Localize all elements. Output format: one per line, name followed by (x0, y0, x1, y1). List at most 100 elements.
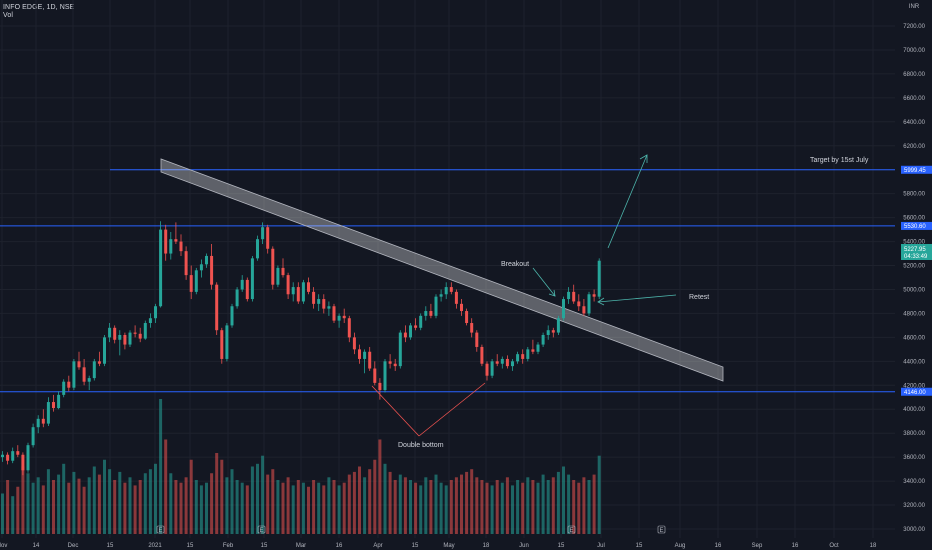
horizontal-levels[interactable] (0, 169, 895, 393)
volume-bar (87, 477, 91, 534)
double-bottom-line-left[interactable] (371, 385, 420, 437)
earnings-marker-3[interactable] (567, 525, 576, 534)
candle-body (164, 229, 168, 254)
time-tick-label: 16 (792, 543, 799, 549)
volume-bar (41, 485, 45, 534)
candle-body (169, 239, 173, 254)
volume-bar (465, 471, 469, 534)
double-bottom-annotation: Double bottom (398, 442, 444, 449)
volume-bar (556, 471, 560, 534)
volume-bar (143, 473, 147, 534)
price-tick-label: 6400.00 (903, 120, 925, 126)
price-tick-label: 5600.00 (903, 216, 925, 222)
candle-body (194, 270, 198, 292)
candle-body (378, 382, 382, 391)
time-tick-label: Mar (296, 543, 306, 549)
price-tick-label: 4000.00 (903, 407, 925, 413)
channel-band[interactable] (160, 158, 724, 382)
symbol-header: INFO EDGE, 1D, NSE (3, 4, 75, 11)
candle-body (103, 337, 106, 364)
volume-bar (215, 453, 219, 534)
event-markers[interactable]: E E E E (156, 525, 666, 534)
volume-bar (322, 485, 326, 534)
volume-bar (388, 471, 392, 534)
level-tag-value: 5999.45 (904, 168, 926, 174)
level-tag-value: 5530.60 (904, 224, 926, 230)
descending-channel[interactable] (160, 158, 724, 382)
candle-body (444, 287, 448, 295)
candle-body (312, 291, 316, 304)
volume-bar (424, 477, 428, 534)
candle-body (46, 402, 50, 424)
volume-bar (307, 486, 310, 534)
candle-body (159, 229, 163, 307)
target-annotation: Target by 15st July (810, 157, 869, 164)
time-tick-label: Jul (597, 543, 605, 549)
breakout-arrow-line[interactable] (532, 267, 556, 297)
volume-bar (199, 485, 203, 534)
candle-body (536, 344, 540, 352)
volume-bar (572, 480, 576, 534)
time-tick-label: Dec (68, 543, 79, 549)
time-tick-label: Jun (519, 543, 529, 549)
candle-body (567, 291, 571, 300)
candle-body (551, 330, 555, 333)
candle-body (505, 358, 509, 367)
volume-bar (449, 480, 453, 534)
volume-bar (429, 480, 433, 534)
candle-body (271, 248, 275, 285)
candle-body (11, 451, 15, 461)
volume-bar (505, 477, 509, 534)
volume-bar (169, 473, 173, 534)
candle-body (460, 303, 463, 312)
volume-bar (281, 482, 285, 534)
candle-body (454, 291, 458, 304)
candle-body (128, 332, 132, 345)
earnings-marker-4[interactable] (657, 525, 666, 534)
candle-body (113, 327, 117, 340)
candle-body (82, 367, 86, 382)
volume-bar (317, 482, 321, 534)
candle-body (516, 354, 520, 362)
volume-bar (296, 480, 300, 534)
volume-bar (403, 477, 407, 534)
double-bottom-line-right[interactable] (418, 382, 486, 437)
candle-body (41, 418, 45, 424)
candle-body (6, 454, 10, 461)
volume-bar (301, 482, 305, 534)
volume-bar (179, 482, 183, 534)
candle-body (398, 332, 402, 367)
candle-body (77, 361, 81, 368)
volume-bar (597, 455, 601, 534)
time-tick-label: 14 (33, 543, 40, 549)
volume-bar (592, 474, 596, 534)
time-tick-label: 18 (870, 543, 877, 549)
earnings-marker-1[interactable] (156, 525, 165, 534)
volume-bar (337, 485, 341, 534)
candle-body (276, 267, 280, 285)
volume-bar (174, 480, 178, 534)
candle-body (230, 306, 234, 326)
candle-body (189, 275, 193, 292)
volume-bar (21, 466, 25, 534)
price-axis[interactable]: INR 7200.00 7000.00 6800.00 6600.00 6400.00 6… (895, 0, 932, 550)
candle-body (220, 330, 224, 359)
volume-bar (11, 496, 15, 534)
volume-bar (291, 485, 295, 534)
volume-bars (1, 399, 601, 534)
time-tick-label: 15 (187, 543, 194, 549)
volume-bar (128, 477, 132, 534)
time-tick-label: 16 (336, 543, 343, 549)
drawings[interactable]: Breakout Retest Target by 15st July Doub… (371, 154, 869, 449)
time-tick-label: 15 (107, 543, 114, 549)
time-axis[interactable]: Nov 14 Dec 15 2021 15 Feb 15 Mar 16 Apr 15 May 18 Jun 1… (0, 538, 895, 550)
last-price-background (901, 244, 932, 260)
last-price-value: 5227.95 (904, 247, 926, 253)
price-tick-label: 3000.00 (903, 527, 925, 533)
retest-arrow-line[interactable] (597, 294, 677, 303)
target-arrow-line[interactable] (607, 154, 648, 249)
time-tick-label: Aug (675, 543, 686, 549)
earnings-marker-2[interactable] (257, 525, 266, 534)
volume-bar (470, 469, 474, 534)
